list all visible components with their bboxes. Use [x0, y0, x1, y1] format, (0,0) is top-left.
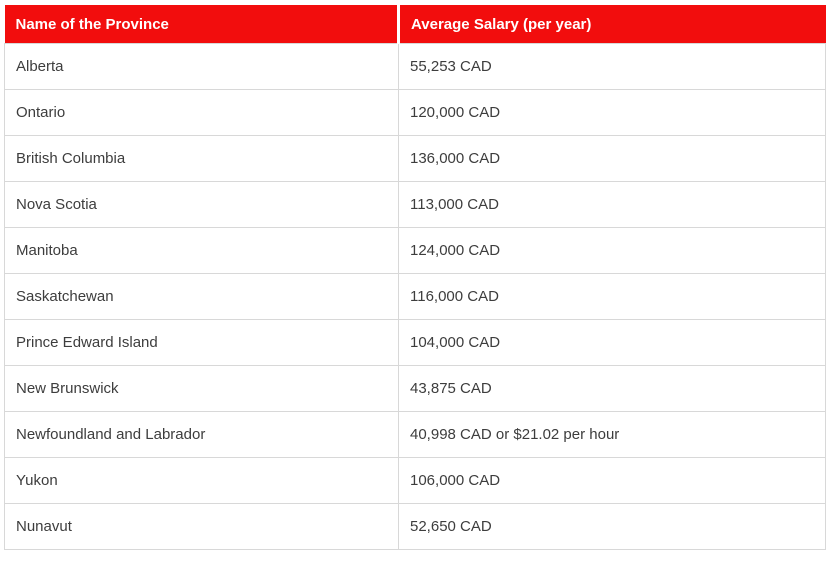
table-row: Yukon 106,000 CAD	[4, 457, 826, 504]
province-cell: Ontario	[4, 89, 399, 136]
salary-cell: 106,000 CAD	[398, 457, 826, 504]
header-row: Name of the Province Average Salary (per…	[4, 5, 826, 44]
table-row: Saskatchewan 116,000 CAD	[4, 273, 826, 320]
province-cell: Newfoundland and Labrador	[4, 411, 399, 458]
table-row: Ontario 120,000 CAD	[4, 89, 826, 136]
table-row: British Columbia 136,000 CAD	[4, 135, 826, 182]
salary-cell: 43,875 CAD	[398, 365, 826, 412]
table-body: Alberta 55,253 CAD Ontario 120,000 CAD B…	[4, 43, 826, 550]
table-row: Prince Edward Island 104,000 CAD	[4, 319, 826, 366]
table-header: Name of the Province Average Salary (per…	[4, 5, 826, 44]
salary-cell: 40,998 CAD or $21.02 per hour	[398, 411, 826, 458]
salary-cell: 113,000 CAD	[398, 181, 826, 228]
table-row: Nova Scotia 113,000 CAD	[4, 181, 826, 228]
province-cell: Manitoba	[4, 227, 399, 274]
province-cell: Saskatchewan	[4, 273, 399, 320]
table-row: Newfoundland and Labrador 40,998 CAD or …	[4, 411, 826, 458]
province-cell: Prince Edward Island	[4, 319, 399, 366]
province-cell: Alberta	[4, 43, 399, 90]
salary-cell: 136,000 CAD	[398, 135, 826, 182]
salary-cell: 104,000 CAD	[398, 319, 826, 366]
table-row: Nunavut 52,650 CAD	[4, 503, 826, 550]
salary-cell: 124,000 CAD	[398, 227, 826, 274]
header-cell-salary: Average Salary (per year)	[398, 5, 826, 44]
salary-cell: 120,000 CAD	[398, 89, 826, 136]
table-row: New Brunswick 43,875 CAD	[4, 365, 826, 412]
table-row: Alberta 55,253 CAD	[4, 43, 826, 90]
salary-cell: 52,650 CAD	[398, 503, 826, 550]
province-cell: British Columbia	[4, 135, 399, 182]
header-cell-province: Name of the Province	[4, 5, 400, 44]
province-cell: New Brunswick	[4, 365, 399, 412]
province-cell: Nunavut	[4, 503, 399, 550]
table-row: Manitoba 124,000 CAD	[4, 227, 826, 274]
page: Name of the Province Average Salary (per…	[4, 5, 826, 550]
salary-table: Name of the Province Average Salary (per…	[4, 5, 826, 550]
province-cell: Yukon	[4, 457, 399, 504]
salary-cell: 55,253 CAD	[398, 43, 826, 90]
salary-cell: 116,000 CAD	[398, 273, 826, 320]
province-cell: Nova Scotia	[4, 181, 399, 228]
